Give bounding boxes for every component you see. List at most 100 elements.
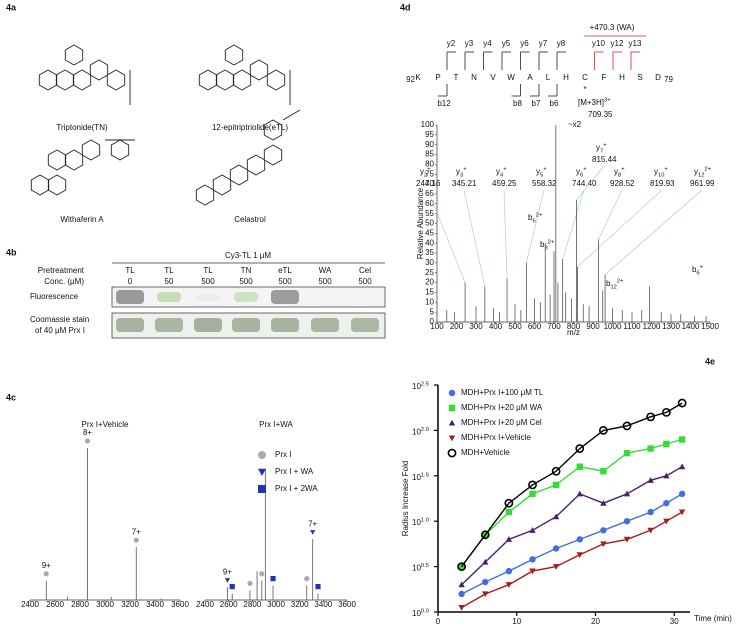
marker [678, 436, 686, 443]
x-tick-label: 0 [436, 617, 441, 626]
marker [576, 536, 583, 543]
y-tick-label-part: 10 [412, 518, 421, 527]
marker [677, 398, 687, 408]
marker [258, 468, 266, 476]
band [196, 294, 220, 301]
x-tick-label: 20 [591, 617, 600, 626]
residue-number: 79 [664, 75, 673, 84]
x-tick-label: 3600 [171, 600, 189, 609]
y-tick-label: 5 [430, 307, 435, 316]
compound-name: Celastrol [234, 215, 266, 224]
ion-label: y7+ [596, 142, 607, 154]
legend-label: MDH+Prx I+20 μM Cel [461, 418, 542, 427]
y-tick-label: 100.5 [412, 563, 429, 573]
structure-ring [81, 139, 101, 161]
y-axis-label: Relative Abundance [416, 187, 425, 259]
x-tick-label: 600 [528, 322, 542, 331]
ion-label-part: y [694, 167, 698, 176]
x-axis-label: Time (min) [694, 614, 732, 623]
y-ion: y13 [629, 39, 642, 48]
x-tick-label: 30 [670, 617, 679, 626]
y-tick-label-part: 10 [412, 473, 421, 482]
y-tick-label: 10 [425, 297, 434, 306]
x-tick-label: 3400 [314, 600, 332, 609]
ion-label-part: + [543, 166, 547, 172]
ion-label-part: y [614, 167, 618, 176]
marker [622, 421, 632, 431]
y-tick-label: 35 [425, 248, 434, 257]
y-tick-label: 65 [425, 189, 434, 198]
x-tick-label: 1300 [662, 322, 680, 331]
y-ion: y2 [447, 39, 456, 48]
residue: H [563, 73, 569, 82]
x-tick-label: 2400 [21, 600, 39, 609]
leader-line [604, 189, 703, 275]
marker [600, 527, 607, 534]
marker [84, 438, 91, 444]
y-tick-label: 20 [425, 278, 434, 287]
marker [133, 537, 139, 543]
marker [646, 412, 656, 422]
marker [678, 490, 686, 498]
ion-label-part: 3+ [604, 97, 611, 103]
y-tick-label-part: 0.0 [421, 608, 429, 614]
ion-label-part: 8 [544, 245, 547, 251]
marker [310, 530, 316, 535]
marker [448, 389, 456, 397]
marker [448, 435, 456, 442]
y-tick-label-part: 0.5 [421, 563, 429, 569]
panel-label: 4a [6, 2, 17, 12]
ion-label-part: 6 [696, 270, 699, 276]
b-ion: b8 [513, 99, 522, 108]
y-tick-label: 25 [425, 268, 434, 277]
y-axis-label: Radius Increase Fold [401, 461, 410, 537]
marker [259, 571, 265, 577]
ion-label-part: 4 [500, 172, 504, 178]
y-tick-label-part: 1.5 [421, 472, 429, 478]
pretreatment: eTL [278, 266, 292, 275]
leader-line [598, 189, 623, 240]
x-tick-label: 2600 [220, 600, 238, 609]
pretreatment: WA [319, 266, 332, 275]
leader-line [526, 189, 545, 263]
y-ion: y4 [483, 39, 492, 48]
band [271, 290, 299, 304]
ion-label-part: 3 [460, 172, 463, 178]
band [351, 318, 379, 332]
leader-line [427, 189, 466, 283]
mz-label: 345.21 [452, 179, 477, 188]
marker [575, 444, 585, 453]
ion-label-part: b [528, 213, 533, 222]
structure-ring [110, 139, 130, 161]
band [155, 318, 183, 332]
gel-bands [116, 290, 379, 332]
y-ion: y10 [592, 39, 605, 48]
legend-label: Prx I + 2WA [275, 484, 318, 493]
chart-title: Prx I+WA [259, 420, 293, 429]
panel-label: 4d [400, 2, 411, 12]
pretreatment: TL [164, 266, 174, 275]
legend-label: Prx I + WA [275, 467, 314, 476]
marker [482, 591, 489, 598]
structure-bond [282, 109, 301, 121]
y-tick-label: 50 [425, 219, 434, 228]
marker [600, 499, 607, 506]
marker [304, 576, 310, 582]
y-tick-label: 40 [425, 238, 434, 247]
x-tick-label: 300 [469, 322, 483, 331]
pretreatment: TL [203, 266, 213, 275]
ion-label: y8+ [614, 166, 625, 178]
y-tick-label-part: 2.5 [421, 381, 429, 387]
ion-label-part: 5 [540, 172, 543, 178]
marker [482, 558, 489, 565]
y-tick-label: 60 [425, 199, 434, 208]
y-tick-label: 70 [425, 179, 434, 188]
residue: S [637, 73, 642, 82]
ion-label-part: 2+ [548, 239, 555, 245]
ion-label-part: y [420, 167, 424, 176]
marker [576, 552, 583, 558]
ion-label: y5+ [536, 166, 547, 178]
marker [258, 451, 266, 459]
panel-label: 4b [6, 247, 17, 257]
